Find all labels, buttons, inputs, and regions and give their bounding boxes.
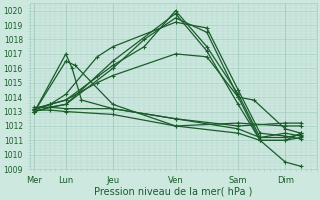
X-axis label: Pression niveau de la mer( hPa ): Pression niveau de la mer( hPa ) [94,187,252,197]
